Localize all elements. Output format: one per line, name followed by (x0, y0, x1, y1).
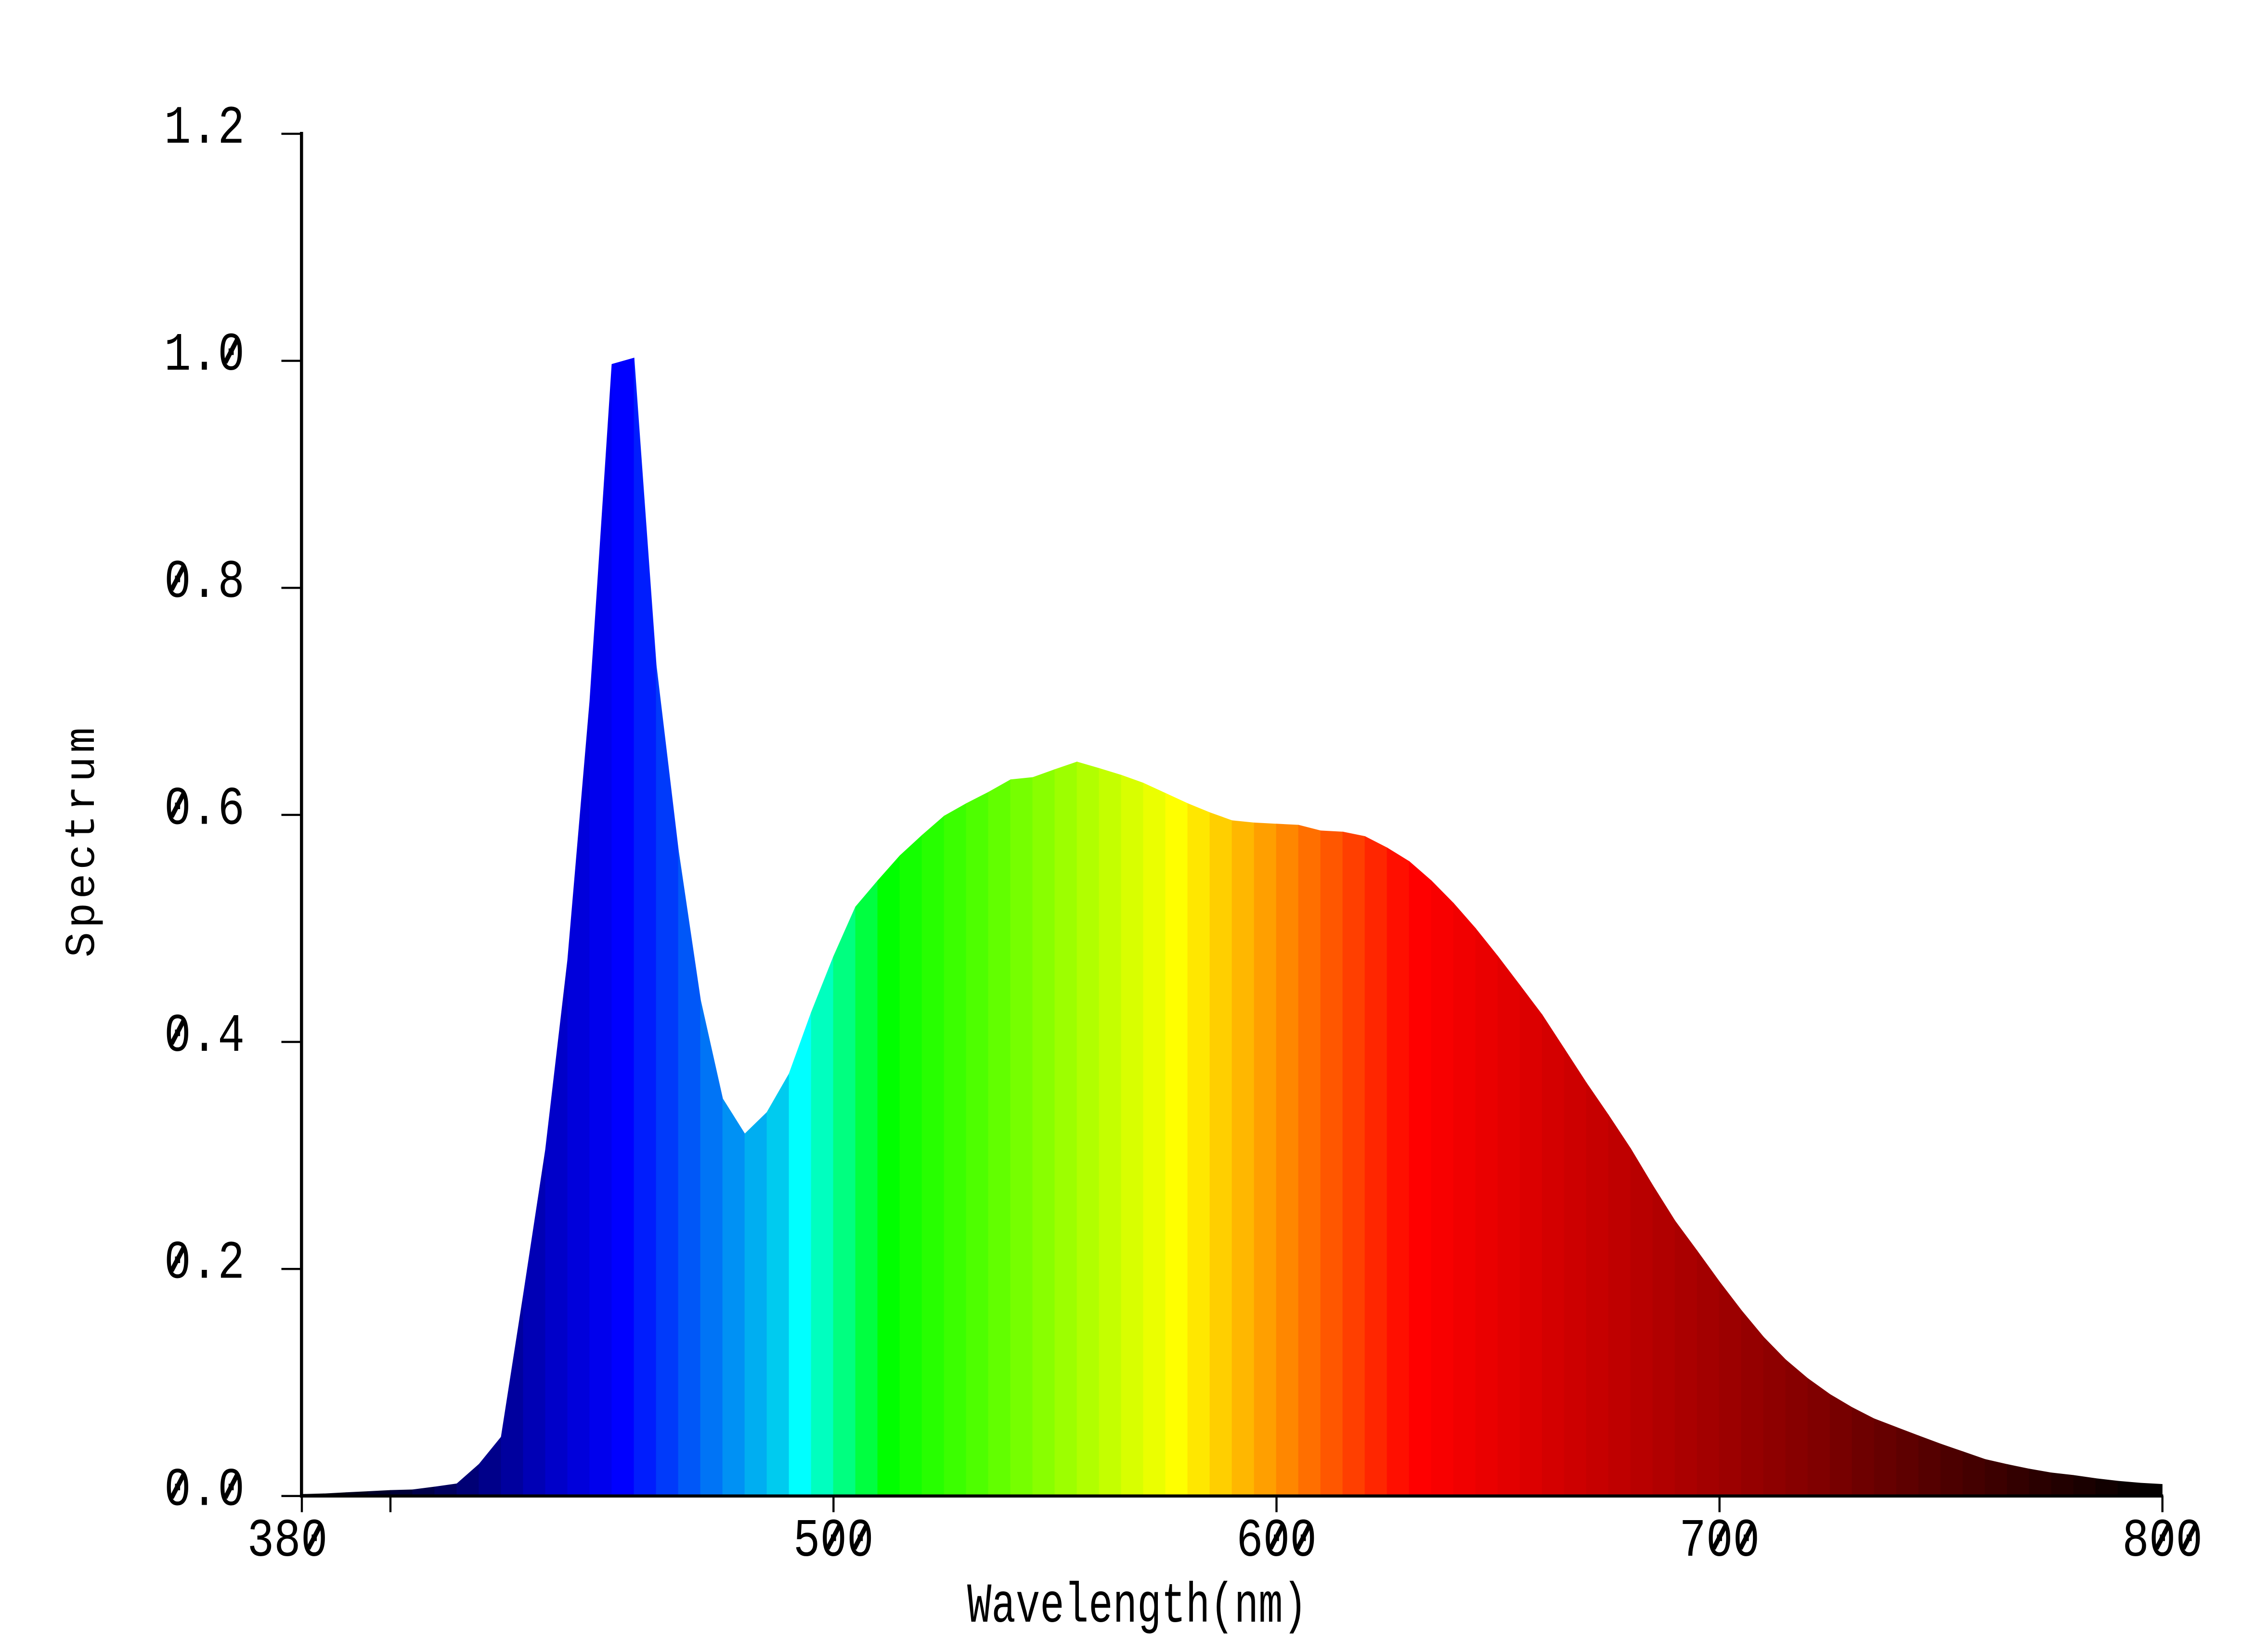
svg-text:380: 380 (247, 1511, 328, 1572)
svg-text:1.0: 1.0 (164, 325, 245, 386)
svg-text:Wavelength(nm): Wavelength(nm) (967, 1575, 1307, 1639)
svg-text:1.2: 1.2 (164, 98, 245, 159)
